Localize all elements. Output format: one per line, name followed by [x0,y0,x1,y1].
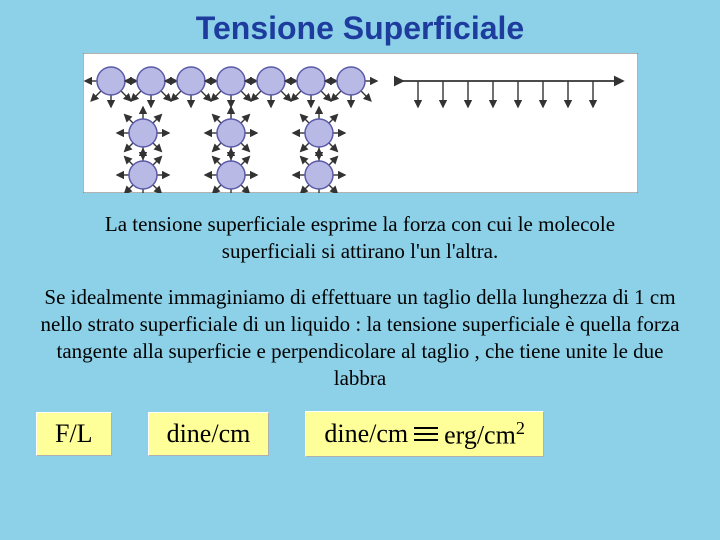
page-title: Tensione Superficiale [30,10,690,47]
unit-box-ratio: F/L [36,412,112,456]
unit-equiv-right: erg/cm2 [444,418,525,451]
unit-box-dinecm: dine/cm [148,412,270,456]
unit-dinecm-text: dine/cm [167,419,251,449]
paragraph-definition: La tensione superficiale esprime la forz… [60,211,660,266]
unit-equiv-left: dine/cm [324,419,408,449]
slide: Tensione Superficiale La tensione superf… [0,0,720,540]
diagram-container [30,53,690,193]
unit-ratio-text: F/L [55,419,93,449]
paragraph-explanation: Se idealmente immaginiamo di effettuare … [30,284,690,393]
equivalence-icon [414,427,438,441]
units-row: F/L dine/cm dine/cm erg/cm2 [30,411,690,458]
surface-tension-diagram [83,53,638,193]
unit-box-equivalence: dine/cm erg/cm2 [305,411,544,458]
